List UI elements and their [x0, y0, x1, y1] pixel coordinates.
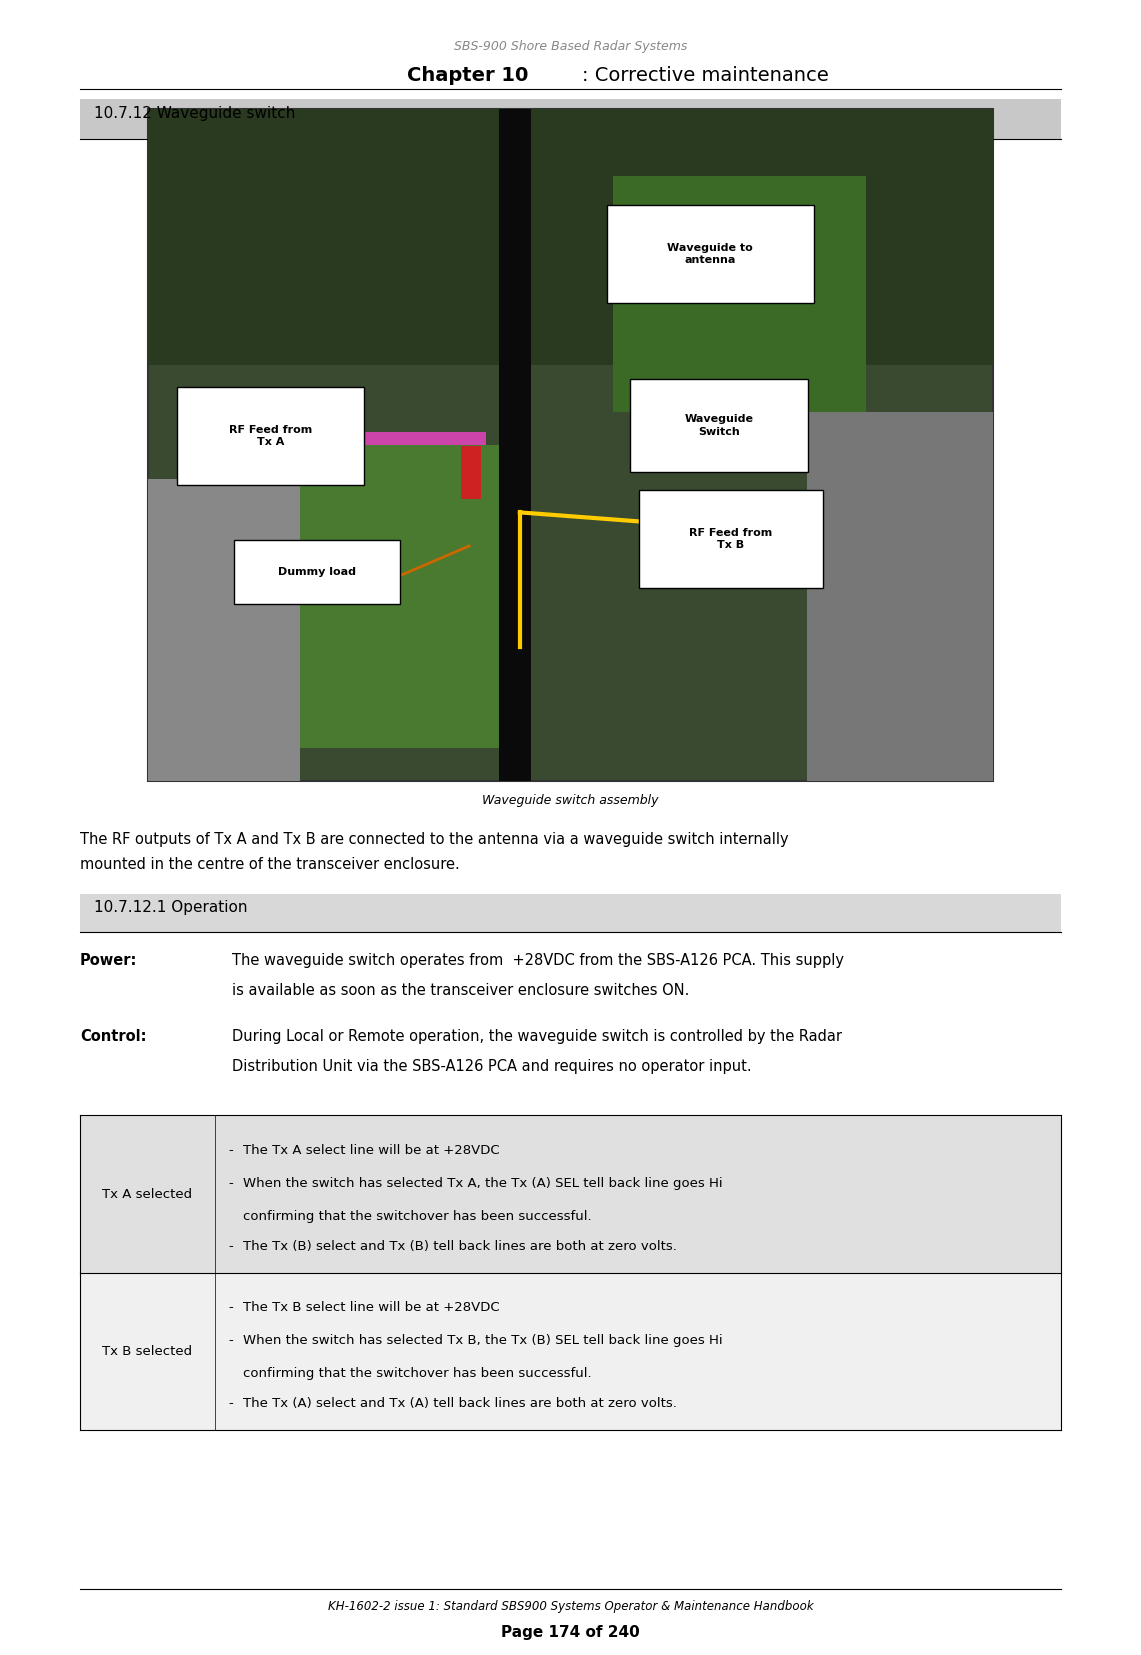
Text: is available as soon as the transceiver enclosure switches ON.: is available as soon as the transceiver …: [232, 983, 689, 998]
Text: Page 174 of 240: Page 174 of 240: [501, 1625, 640, 1640]
FancyBboxPatch shape: [461, 445, 482, 498]
FancyBboxPatch shape: [613, 177, 866, 412]
Text: Tx B selected: Tx B selected: [103, 1346, 192, 1357]
Text: -: -: [228, 1301, 233, 1314]
Text: confirming that the switchover has been successful.: confirming that the switchover has been …: [243, 1367, 592, 1380]
Text: The Tx B select line will be at +28VDC: The Tx B select line will be at +28VDC: [243, 1301, 500, 1314]
Text: The Tx (B) select and Tx (B) tell back lines are both at zero volts.: The Tx (B) select and Tx (B) tell back l…: [243, 1240, 677, 1253]
Text: When the switch has selected Tx A, the Tx (A) SEL tell back line goes Hi: When the switch has selected Tx A, the T…: [243, 1177, 722, 1190]
Text: RF Feed from
Tx A: RF Feed from Tx A: [229, 425, 311, 447]
Text: 10.7.12.1 Operation: 10.7.12.1 Operation: [94, 900, 248, 915]
Text: The RF outputs of Tx A and Tx B are connected to the antenna via a waveguide swi: The RF outputs of Tx A and Tx B are conn…: [80, 832, 788, 847]
FancyBboxPatch shape: [80, 894, 1061, 932]
FancyBboxPatch shape: [807, 412, 993, 781]
FancyBboxPatch shape: [499, 109, 531, 781]
Text: Waveguide
Switch: Waveguide Switch: [685, 414, 753, 437]
Text: Dummy load: Dummy load: [278, 566, 356, 578]
FancyBboxPatch shape: [607, 205, 814, 303]
FancyBboxPatch shape: [630, 379, 808, 472]
Text: : Corrective maintenance: : Corrective maintenance: [582, 66, 828, 84]
FancyBboxPatch shape: [177, 387, 364, 485]
Text: -: -: [228, 1177, 233, 1190]
FancyBboxPatch shape: [80, 1115, 1061, 1273]
Text: Control:: Control:: [80, 1029, 146, 1044]
Text: Power:: Power:: [80, 953, 137, 968]
FancyBboxPatch shape: [148, 478, 300, 781]
Text: Tx A selected: Tx A selected: [103, 1188, 192, 1200]
Text: -: -: [228, 1240, 233, 1253]
Text: KH-1602-2 issue 1: Standard SBS900 Systems Operator & Maintenance Handbook: KH-1602-2 issue 1: Standard SBS900 Syste…: [327, 1600, 814, 1614]
Text: The Tx A select line will be at +28VDC: The Tx A select line will be at +28VDC: [243, 1144, 500, 1157]
Text: Distribution Unit via the SBS-A126 PCA and requires no operator input.: Distribution Unit via the SBS-A126 PCA a…: [232, 1059, 751, 1074]
Text: 10.7.12 Waveguide switch: 10.7.12 Waveguide switch: [94, 106, 294, 121]
FancyBboxPatch shape: [639, 490, 823, 588]
Text: When the switch has selected Tx B, the Tx (B) SEL tell back line goes Hi: When the switch has selected Tx B, the T…: [243, 1334, 722, 1347]
FancyBboxPatch shape: [300, 432, 486, 445]
FancyBboxPatch shape: [300, 445, 511, 748]
Text: -: -: [228, 1144, 233, 1157]
Text: During Local or Remote operation, the waveguide switch is controlled by the Rada: During Local or Remote operation, the wa…: [232, 1029, 842, 1044]
Text: RF Feed from
Tx B: RF Feed from Tx B: [689, 528, 772, 549]
FancyBboxPatch shape: [80, 99, 1061, 139]
FancyBboxPatch shape: [148, 109, 993, 781]
Text: Waveguide to
antenna: Waveguide to antenna: [667, 243, 753, 265]
Text: confirming that the switchover has been successful.: confirming that the switchover has been …: [243, 1210, 592, 1223]
Text: Waveguide switch assembly: Waveguide switch assembly: [483, 794, 658, 808]
Text: Chapter 10: Chapter 10: [407, 66, 528, 84]
Text: The Tx (A) select and Tx (A) tell back lines are both at zero volts.: The Tx (A) select and Tx (A) tell back l…: [243, 1397, 677, 1410]
Text: -: -: [228, 1334, 233, 1347]
FancyBboxPatch shape: [80, 1273, 1061, 1430]
FancyBboxPatch shape: [234, 540, 400, 604]
Text: SBS-900 Shore Based Radar Systems: SBS-900 Shore Based Radar Systems: [454, 40, 687, 53]
FancyBboxPatch shape: [148, 109, 993, 364]
Text: mounted in the centre of the transceiver enclosure.: mounted in the centre of the transceiver…: [80, 857, 460, 872]
Text: -: -: [228, 1397, 233, 1410]
Text: The waveguide switch operates from  +28VDC from the SBS-A126 PCA. This supply: The waveguide switch operates from +28VD…: [232, 953, 843, 968]
